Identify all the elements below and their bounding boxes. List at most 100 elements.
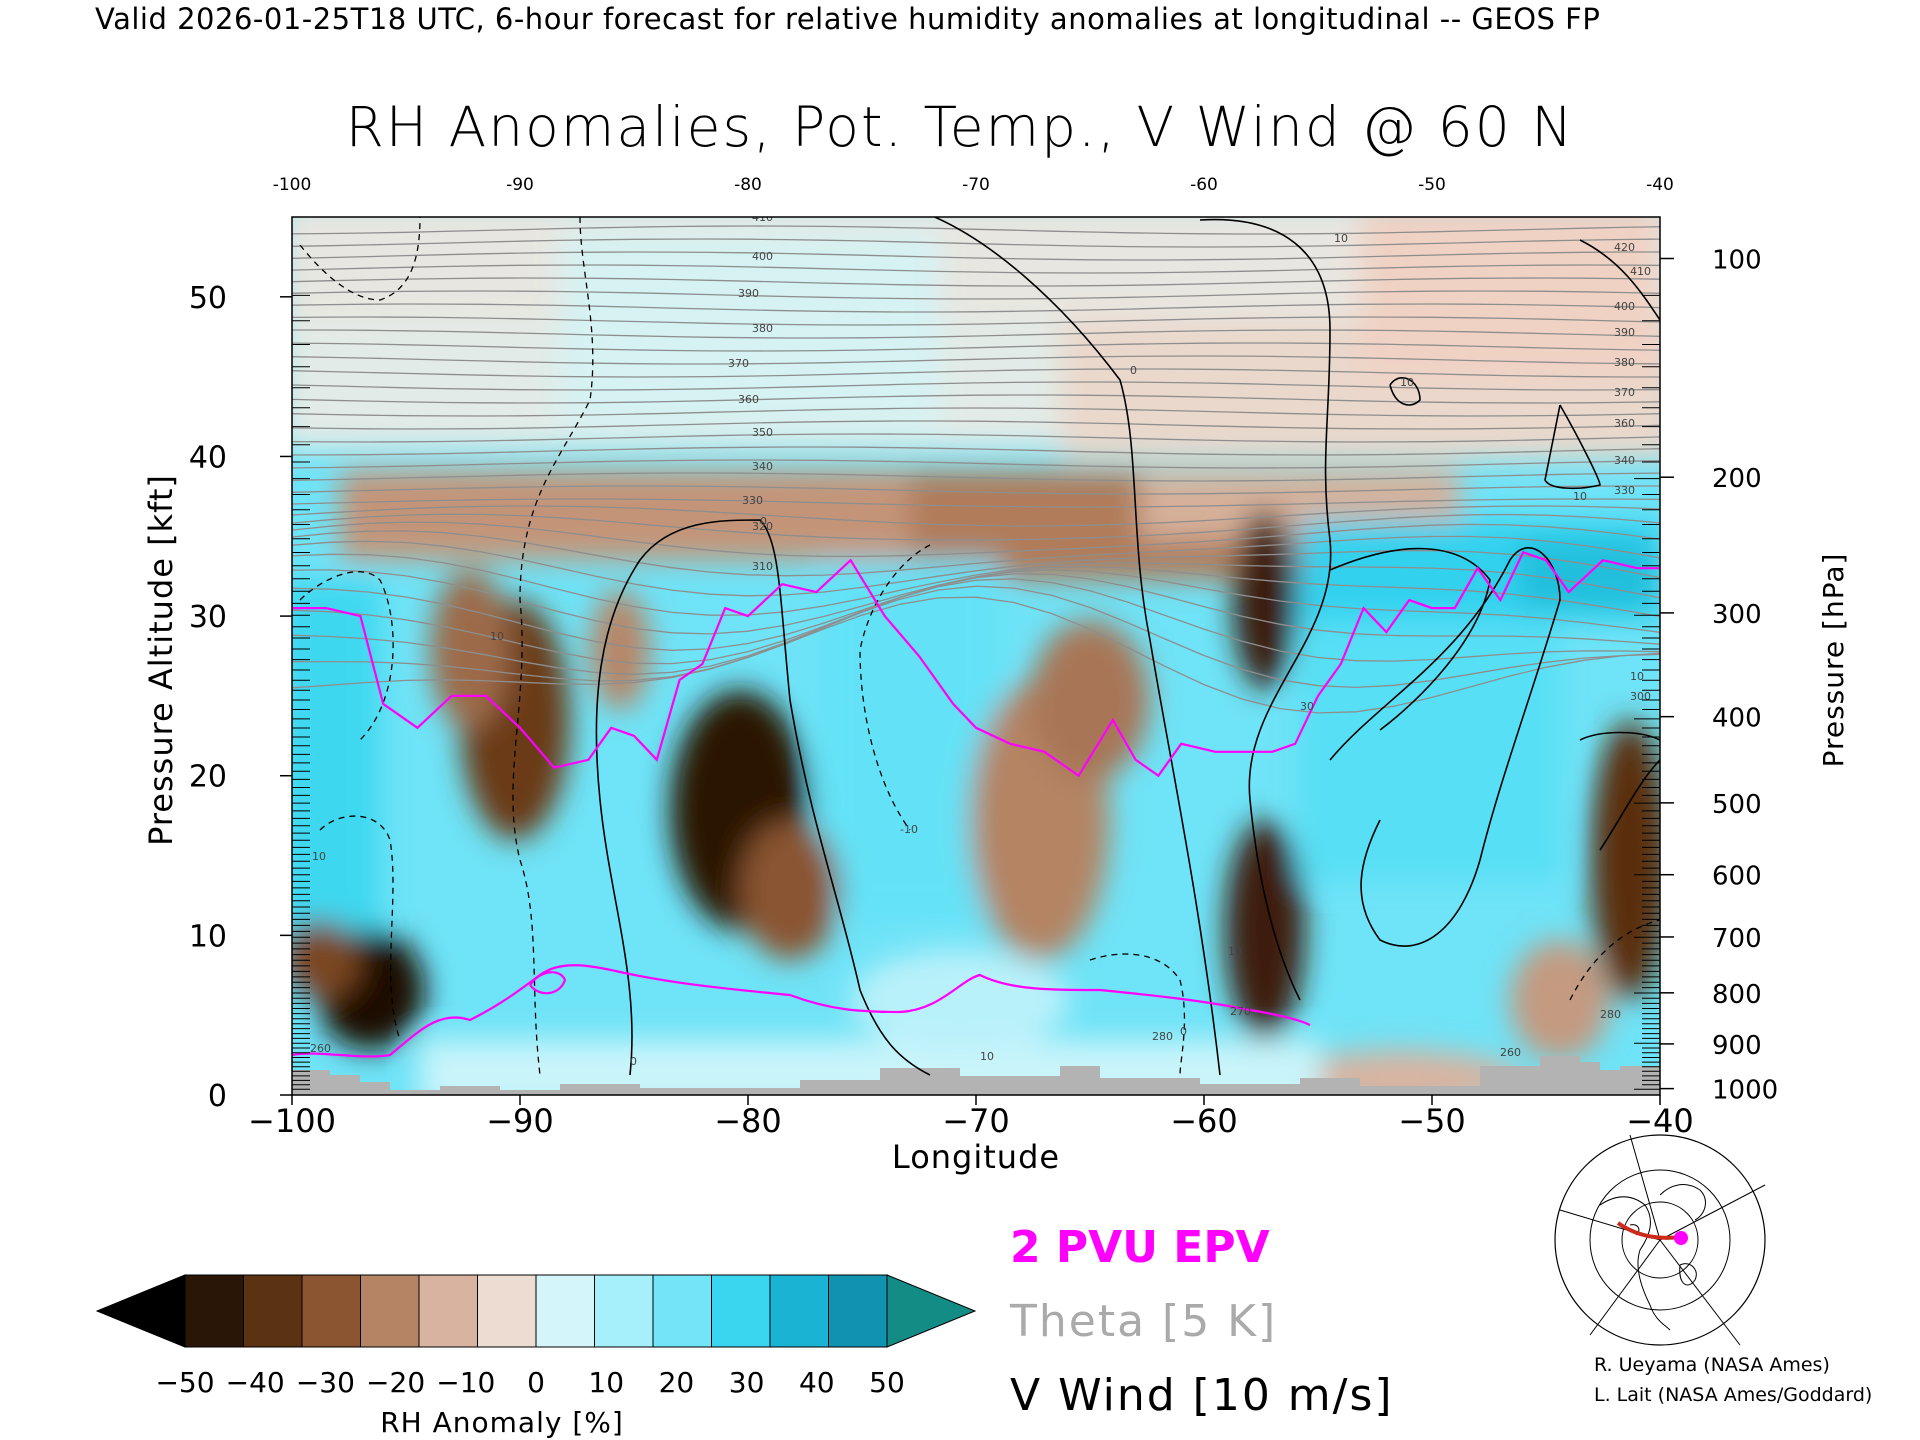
theta-contour [292,485,1660,495]
x-tick-label: −90 [486,1102,554,1140]
svg-text:0: 0 [760,515,767,528]
epv-2pvu-line [292,550,1660,778]
theta-contour [292,394,1660,404]
pressure-tick-label: 500 [1712,790,1762,820]
svg-text:400: 400 [752,250,773,263]
colorbar-swatch [535,1274,595,1348]
top-tick-label: -70 [962,175,990,195]
theta-contour [292,472,1660,482]
theta-contour [292,513,1660,541]
y-tick-label: 40 [189,440,227,475]
svg-text:410: 410 [752,211,773,224]
locator-map [1554,1134,1766,1346]
svg-text:280: 280 [1600,1008,1621,1021]
legend-vwind: V Wind [10 m/s] [1010,1370,1394,1421]
svg-text:420: 420 [1614,241,1635,254]
svg-text:330: 330 [742,494,763,507]
colorbar-tick-label: 10 [588,1366,624,1399]
theta-contour [292,573,1660,665]
top-tick-label: -80 [734,175,762,195]
pressure-tick-label: 900 [1712,1031,1762,1061]
svg-text:10: 10 [1573,490,1587,503]
svg-text:10: 10 [1334,232,1348,245]
terrain-mask [292,1056,1660,1095]
x-tick-label: −60 [1170,1102,1238,1140]
x-tick-label: −50 [1398,1102,1466,1140]
colorbar-swatch [594,1274,654,1348]
epv-2pvu-small-loop [529,971,567,995]
theta-contour [292,238,1660,248]
theta-contour [292,446,1660,456]
theta-contour [292,225,1660,235]
pressure-tick-label: 100 [1712,246,1762,276]
legend-theta: Theta [5 K] [1010,1296,1278,1347]
svg-text:370: 370 [1614,386,1635,399]
svg-text:10: 10 [490,630,504,643]
x-tick-label: −70 [942,1102,1010,1140]
svg-text:280: 280 [1152,1030,1173,1043]
y-tick-label: 30 [189,600,227,635]
theta-contour [292,381,1660,391]
x-tick-label: −100 [248,1102,336,1140]
svg-text:10: 10 [980,1050,994,1063]
svg-text:390: 390 [738,287,759,300]
colorbar-low-arrow [95,1274,186,1348]
theta-contour [292,420,1660,430]
colorbar: −50 −40 −30 −20 −10 0 10 20 30 40 50 [95,1274,977,1399]
colorbar-tick-label: 50 [869,1366,905,1399]
theta-contour [292,316,1660,326]
svg-text:0: 0 [1180,1025,1187,1038]
credit-line-1: R. Ueyama (NASA Ames) [1594,1354,1830,1376]
y-tick-label: 10 [189,919,227,954]
theta-contour [292,368,1660,378]
x-tick-label: −80 [714,1102,782,1140]
top-tick-label: -60 [1190,175,1218,195]
theta-contour [292,585,1660,689]
colorbar-high-arrow [886,1274,977,1348]
colorbar-tick-label: 30 [729,1366,765,1399]
theta-contour [292,540,1660,597]
map-coastlines [1599,1184,1706,1331]
top-tick-label: -100 [273,175,312,195]
svg-text:0: 0 [630,1055,637,1068]
theta-contour [292,355,1660,365]
svg-text:310: 310 [752,560,773,573]
colorbar-tick-label: 40 [799,1366,835,1399]
y2-axis-title: Pressure [hPa] [1817,553,1850,768]
colorbar-swatch [711,1274,771,1348]
valid-time-line: Valid 2026-01-25T18 UTC, 6-hour forecast… [95,2,1601,36]
svg-text:270: 270 [1230,1005,1251,1018]
y-axis-title: Pressure Altitude [kft] [142,474,180,846]
bottom-axis: −100 −90 −80 −70 −60 −50 −40 [248,1095,1694,1140]
pressure-tick-label: 200 [1712,464,1762,494]
pressure-tick-label: 600 [1712,862,1762,892]
pressure-tick-label: 300 [1712,600,1762,630]
svg-text:340: 340 [1614,454,1635,467]
svg-text:370: 370 [728,357,749,370]
theta-contour [292,407,1660,417]
pressure-tick-label: 400 [1712,704,1762,734]
svg-text:0: 0 [1130,364,1137,377]
rh-anomaly-field: 410 400 390 380 370 360 350 340 330 320 310 420… [292,211,1660,1095]
svg-text:10: 10 [1400,376,1414,389]
svg-text:260: 260 [1500,1046,1521,1059]
pressure-tick-label: 800 [1712,980,1762,1010]
map-graticule [1559,1134,1766,1346]
map-cross-section-line [1616,1221,1681,1240]
svg-text:400: 400 [1614,300,1635,313]
svg-text:350: 350 [752,426,773,439]
v-wind-contours [595,217,1660,1076]
v-wind-negative-contours [299,217,1660,1076]
svg-text:410: 410 [1630,265,1651,278]
svg-text:260: 260 [310,1042,331,1055]
svg-text:390: 390 [1614,326,1635,339]
theta-contour [292,342,1660,352]
svg-text:360: 360 [1614,417,1635,430]
x-axis-title: Longitude [892,1138,1060,1176]
pressure-tick-label: 700 [1712,924,1762,954]
theta-contour [292,530,1660,577]
credit-line-2: L. Lait (NASA Ames/Goddard) [1594,1384,1873,1406]
colorbar-tick-label: 20 [659,1366,695,1399]
epv-2pvu-lower-line [292,964,1311,1058]
